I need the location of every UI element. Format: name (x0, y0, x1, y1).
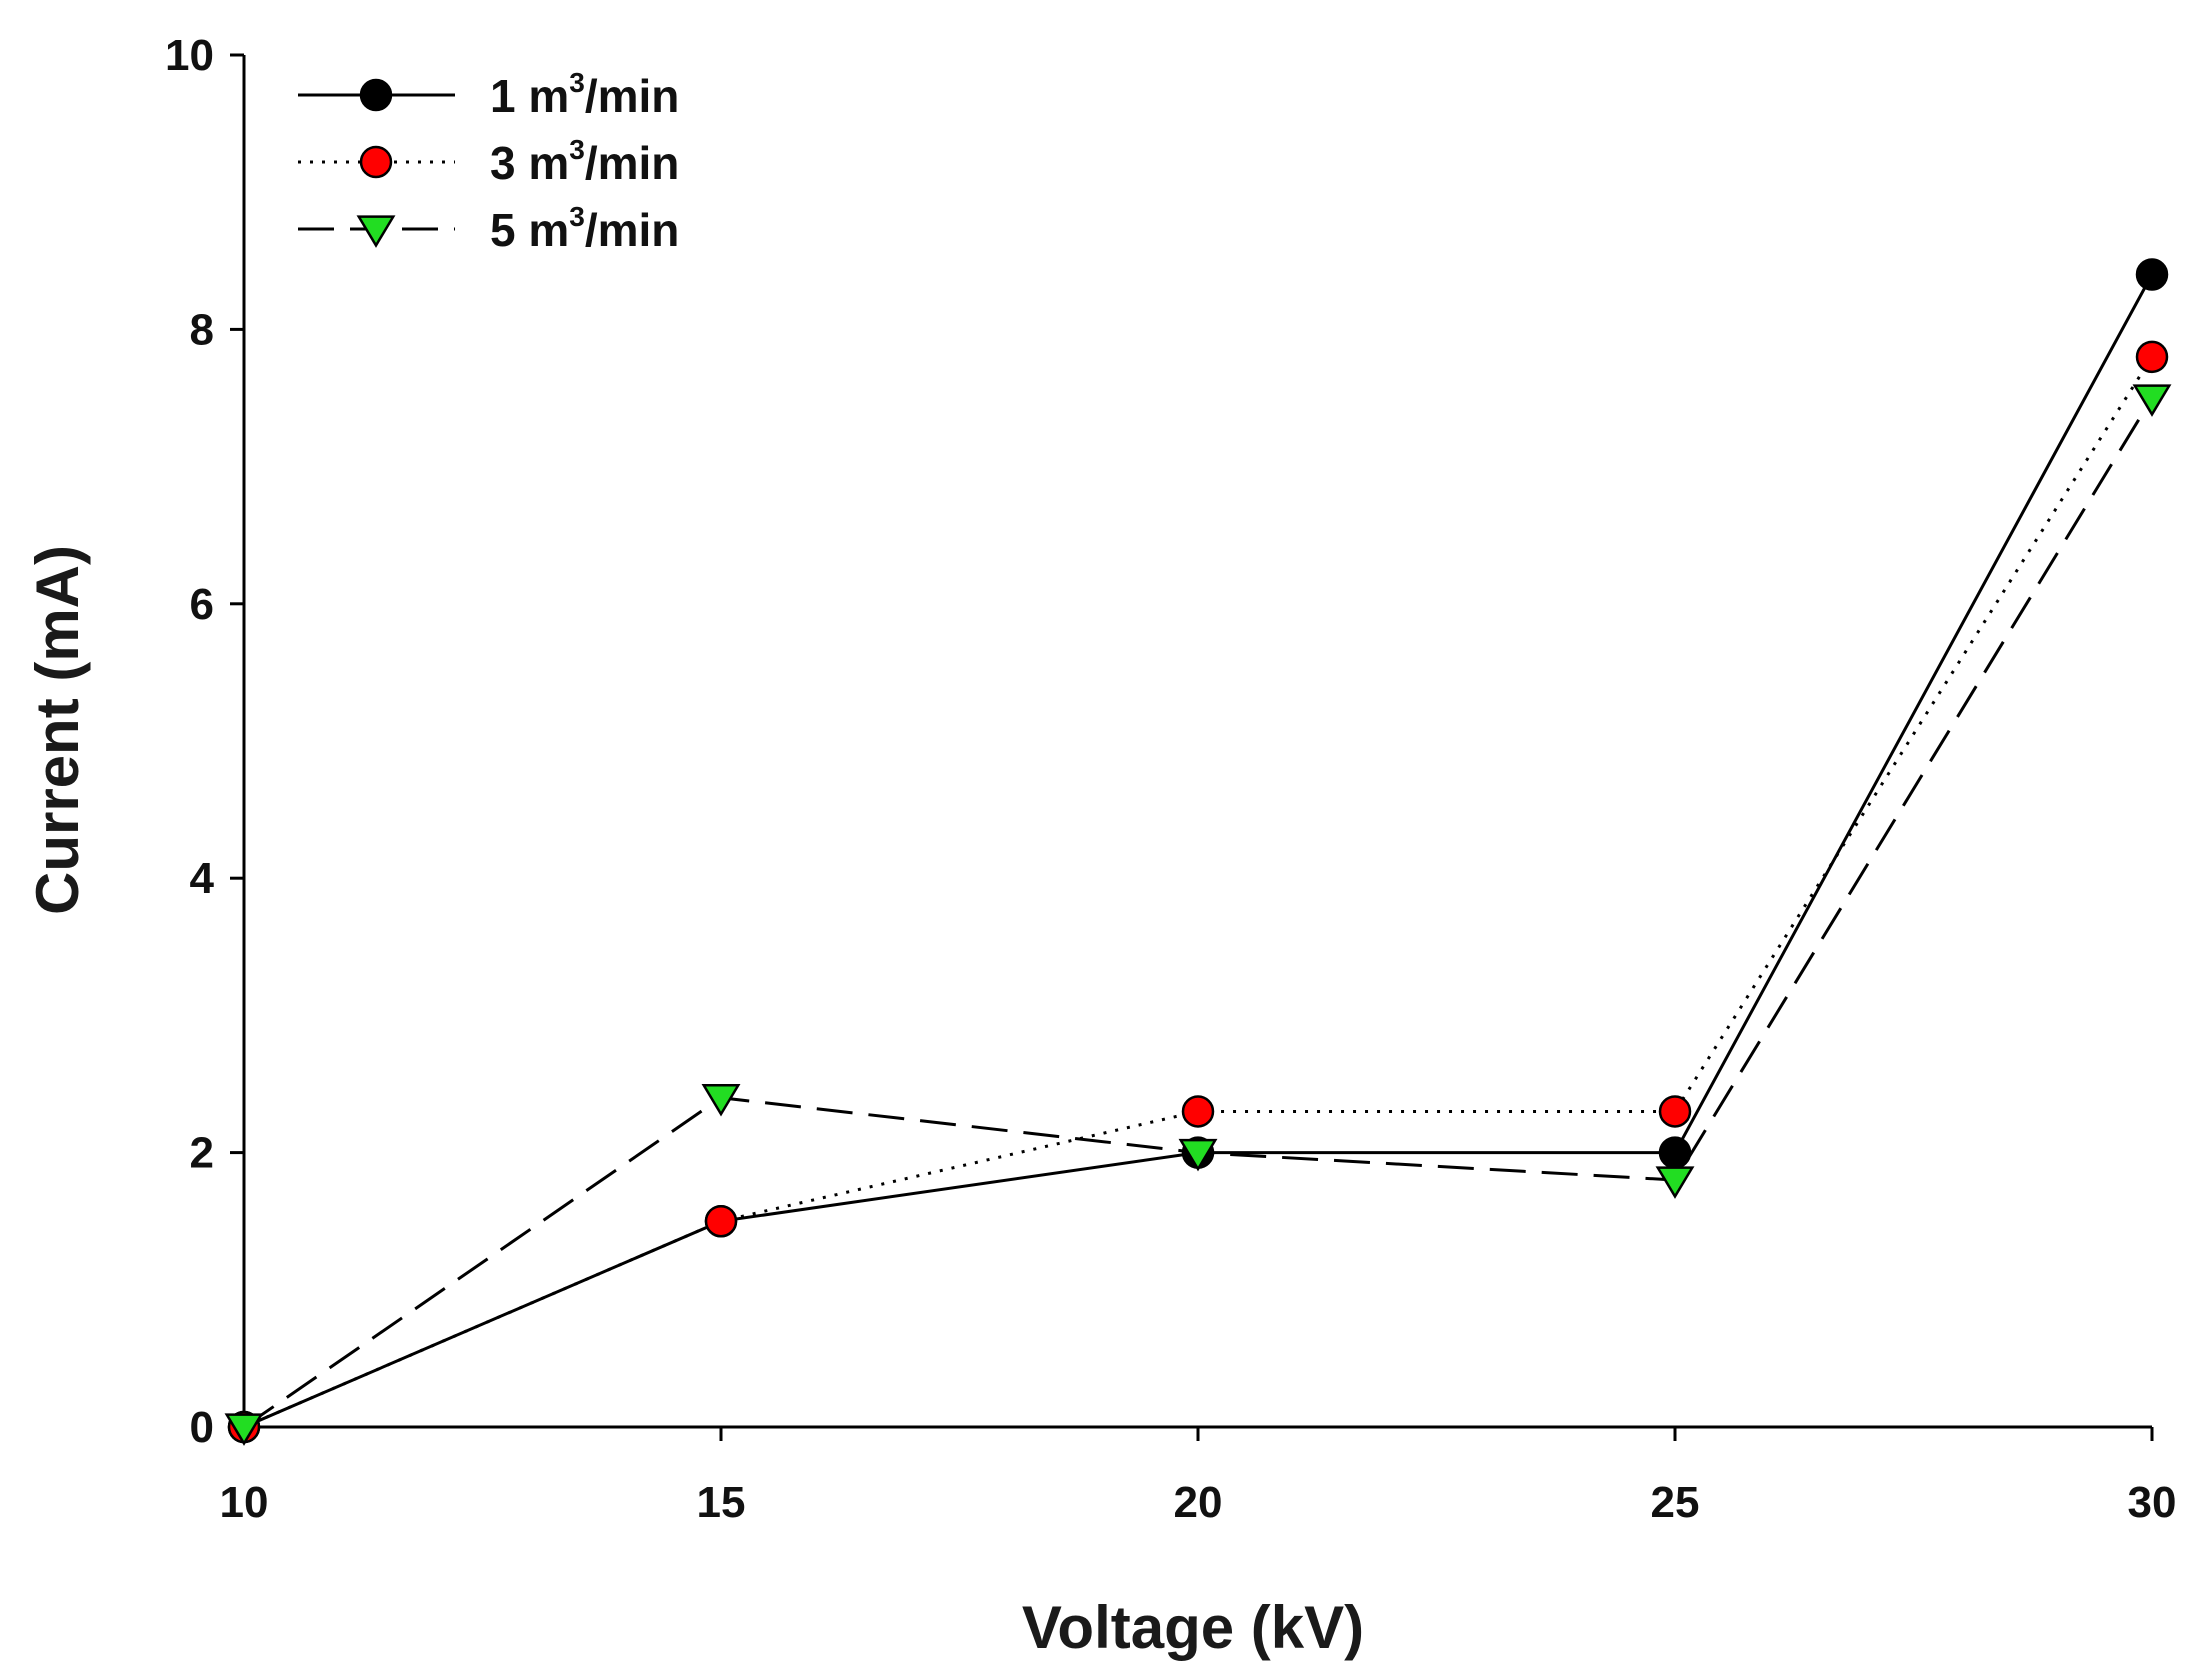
data-point-series-1 (1658, 1136, 1692, 1169)
x-tick-label: 30 (2128, 1478, 2177, 1527)
y-tick-label: 10 (165, 31, 214, 80)
data-point-series-3 (1178, 1138, 1218, 1172)
data-point-series-2 (2135, 340, 2169, 374)
x-tick-label: 25 (1651, 1478, 1700, 1527)
data-point-series-2 (704, 1204, 738, 1238)
series-line-3 (243, 397, 2154, 1429)
series-markers (224, 258, 2172, 1446)
legend-label-3: 5 m3/min (490, 201, 679, 256)
data-point-series-3 (224, 1413, 264, 1446)
data-point-series-2 (1658, 1095, 1692, 1128)
y-tick-label: 6 (190, 580, 214, 629)
legend-label-2: 3 m3/min (490, 134, 679, 189)
series-line-1 (243, 273, 2154, 1429)
y-axis-title: Current (mA) (24, 545, 91, 915)
legend-marker-1 (359, 78, 393, 112)
x-tick-label: 10 (220, 1478, 269, 1527)
x-tick-label: 20 (1174, 1478, 1223, 1527)
y-tick-label: 0 (190, 1403, 214, 1452)
x-tick-label: 15 (697, 1478, 746, 1527)
legend: 1 m3/min 3 m3/min 5 m3/min (298, 67, 679, 256)
data-point-series-3 (701, 1084, 741, 1117)
data-point-series-3 (2132, 384, 2172, 417)
legend-marker-2 (359, 145, 393, 179)
x-axis-title: Voltage (kV) (1022, 1594, 1364, 1661)
series-lines (243, 273, 2154, 1429)
y-tick-label: 4 (190, 854, 215, 903)
y-tick-label: 8 (190, 305, 214, 354)
axes: 0 2 4 6 8 10 10 15 20 25 30 (165, 31, 2176, 1527)
y-tick-label: 2 (190, 1129, 214, 1178)
legend-marker-3 (356, 215, 396, 248)
data-point-series-2 (1181, 1095, 1215, 1128)
data-point-series-3 (1655, 1166, 1695, 1199)
legend-label-1: 1 m3/min (490, 67, 679, 122)
data-point-series-1 (2135, 258, 2169, 291)
series-line-2 (243, 356, 2154, 1429)
